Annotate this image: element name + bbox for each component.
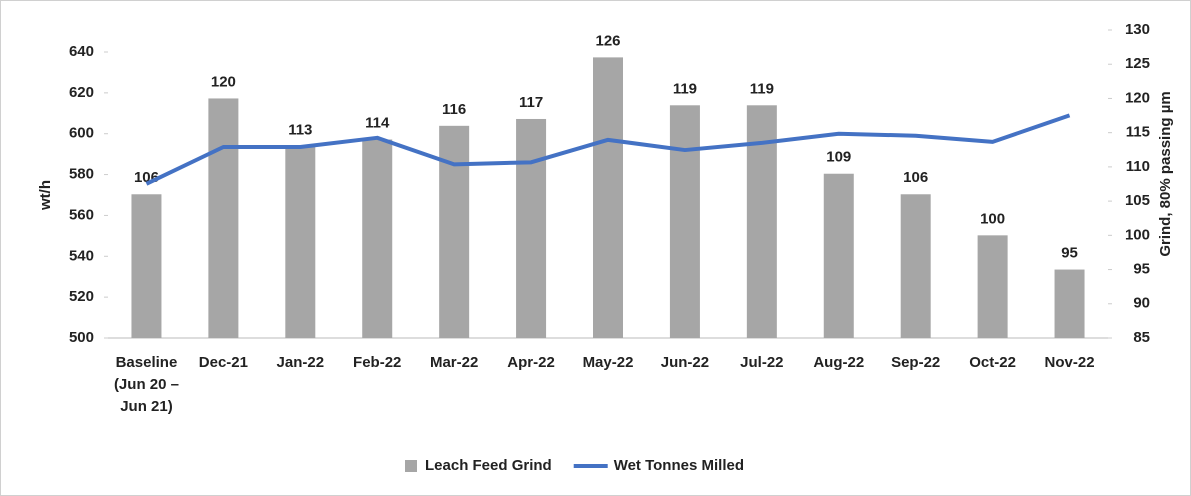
- x-tick-label-box: Jun-22: [660, 354, 710, 371]
- x-tick-label-box: Jan-22: [276, 354, 325, 371]
- x-tick-label: Jun-22: [660, 354, 710, 371]
- x-tick-label-box: Dec-21: [198, 354, 248, 371]
- x-tick-label: Sep-22: [891, 354, 941, 371]
- y2-tick-label: 110: [1126, 158, 1150, 175]
- data-label: 106: [903, 169, 928, 186]
- y-tick-label: 500: [69, 329, 94, 346]
- x-tick-label: Oct-22: [969, 354, 1016, 371]
- bar: [285, 146, 316, 338]
- data-label: 95: [1061, 245, 1078, 262]
- bar: [439, 125, 470, 338]
- data-label: 116: [442, 101, 466, 118]
- data-label: 120: [211, 73, 236, 90]
- y2-tick-label: 100: [1125, 226, 1150, 243]
- data-label: 119: [750, 80, 774, 97]
- x-tick-label: Apr-22: [507, 354, 555, 371]
- x-tick-label-box: Apr-22: [507, 354, 555, 371]
- y-tick-label: 520: [69, 288, 94, 305]
- legend-swatch: [405, 460, 417, 472]
- x-tick-label: May-22: [582, 354, 634, 371]
- bar: [823, 173, 854, 338]
- legend-label: Wet Tonnes Milled: [614, 457, 744, 474]
- bar: [516, 118, 547, 338]
- y-axis-title: wt/h: [37, 180, 54, 211]
- y-tick-label: 560: [69, 206, 94, 223]
- y2-tick-label: 95: [1133, 261, 1150, 278]
- y2-tick-label: 125: [1125, 55, 1150, 72]
- data-label: 113: [288, 121, 312, 138]
- bar: [208, 98, 239, 338]
- y2-axis-title: Grind, 80% passing µm: [1157, 91, 1174, 256]
- data-label: 114: [365, 114, 390, 131]
- bar: [131, 194, 162, 338]
- x-tick-label-box: Feb-22: [353, 354, 402, 371]
- y2-tick-label: 90: [1133, 295, 1150, 312]
- x-tick-label-box: Jul-22: [740, 354, 784, 371]
- data-label: 117: [519, 94, 543, 111]
- x-tick-label: Jan-22: [276, 354, 325, 371]
- y2-tick-label: 130: [1125, 21, 1150, 38]
- x-tick-label-box: Baseline (Jun 20 – Jun 21): [113, 354, 179, 415]
- data-label: 119: [673, 80, 697, 97]
- bar: [977, 235, 1008, 338]
- y2-tick-label: 85: [1133, 329, 1150, 346]
- data-label: 100: [980, 210, 1005, 227]
- x-tick-label-box: Mar-22: [429, 354, 479, 371]
- x-tick-label: Nov-22: [1044, 354, 1095, 371]
- x-tick-label-box: Oct-22: [969, 354, 1016, 371]
- line: [145, 113, 1071, 186]
- x-tick-label: Feb-22: [353, 354, 402, 371]
- x-tick-label: Dec-21: [198, 354, 248, 371]
- bar: [900, 194, 931, 338]
- data-label: 109: [826, 149, 851, 166]
- bar: [669, 105, 700, 339]
- x-tick-label-box: Sep-22: [891, 354, 941, 371]
- y-tick-label: 600: [69, 125, 94, 142]
- bar: [593, 57, 623, 338]
- x-tick-label-box: Aug-22: [813, 354, 865, 371]
- data-label: 126: [595, 32, 620, 49]
- bar: [362, 139, 393, 338]
- x-tick-label: Baseline (Jun 20 – Jun 21): [113, 354, 179, 415]
- y-tick-label: 640: [69, 43, 94, 60]
- y-tick-label: 620: [69, 84, 94, 101]
- y2-tick-label: 115: [1126, 124, 1150, 141]
- y-tick-label: 580: [69, 166, 94, 183]
- x-tick-label: Aug-22: [813, 354, 865, 371]
- legend-label: Leach Feed Grind: [425, 457, 552, 474]
- y-tick-label: 540: [69, 247, 94, 264]
- x-tick-label: Mar-22: [429, 354, 479, 371]
- y2-tick-label: 105: [1125, 192, 1150, 209]
- x-tick-label-box: Nov-22: [1044, 354, 1095, 371]
- x-tick-label-box: May-22: [582, 354, 634, 371]
- bar: [1054, 269, 1085, 338]
- y2-tick-label: 120: [1125, 89, 1150, 106]
- x-tick-label: Jul-22: [740, 354, 784, 371]
